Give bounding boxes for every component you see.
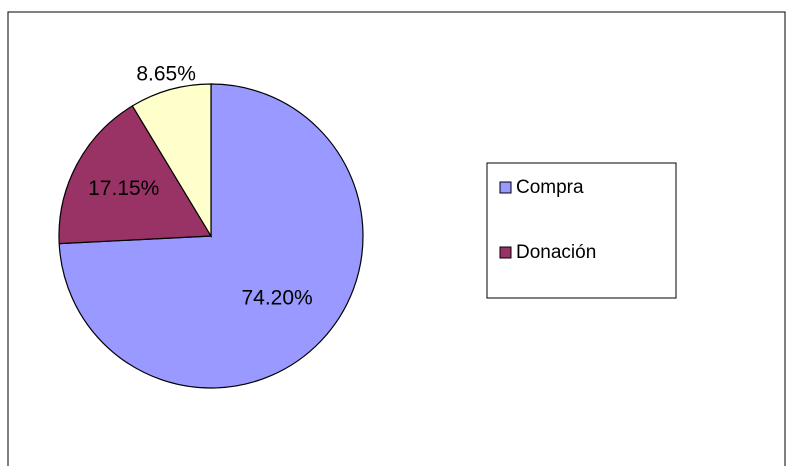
legend-swatch	[499, 246, 512, 259]
data-label: 74.20%	[241, 286, 312, 309]
legend-swatch	[499, 181, 512, 194]
chart-border	[7, 11, 786, 466]
data-label: 8.65%	[136, 62, 196, 85]
pie-slice	[58, 105, 213, 245]
data-label: 17.15%	[88, 177, 159, 200]
legend-box	[486, 162, 677, 299]
legend-label: Donación	[516, 242, 596, 263]
pie-slice	[131, 83, 212, 239]
legend-label: Compra	[516, 177, 584, 198]
